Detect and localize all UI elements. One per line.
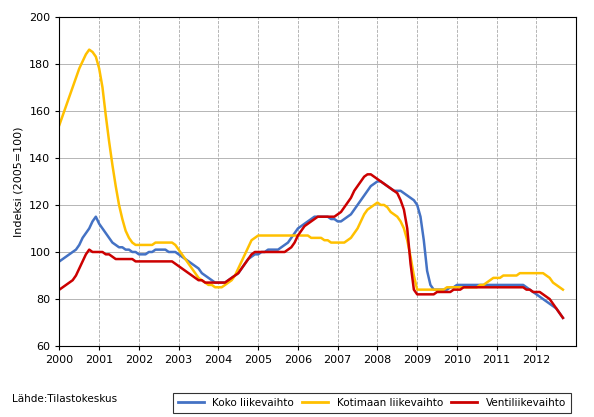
Ventiliikevaihto — [364, 172, 371, 177]
Kotimaan liikevaihto — [86, 47, 93, 52]
Line: Ventiliikevaihto: Ventiliikevaihto — [59, 174, 563, 318]
Kotimaan liikevaihto — [543, 273, 550, 278]
Koko liikevaihto — [56, 259, 63, 264]
Ventiliikevaihto — [413, 292, 421, 297]
Y-axis label: Indeksi (2005=100): Indeksi (2005=100) — [14, 126, 24, 236]
Koko liikevaihto — [374, 179, 381, 184]
Koko liikevaihto — [89, 219, 96, 224]
Koko liikevaihto — [122, 247, 129, 252]
Kotimaan liikevaihto — [480, 282, 487, 287]
Legend: Koko liikevaihto, Kotimaan liikevaihto, Ventiliikevaihto: Koko liikevaihto, Kotimaan liikevaihto, … — [172, 393, 571, 413]
Ventiliikevaihto — [89, 249, 96, 254]
Ventiliikevaihto — [556, 311, 563, 316]
Ventiliikevaihto — [476, 285, 484, 290]
Ventiliikevaihto — [278, 249, 285, 254]
Line: Kotimaan liikevaihto: Kotimaan liikevaihto — [59, 50, 563, 290]
Kotimaan liikevaihto — [560, 287, 567, 292]
Kotimaan liikevaihto — [281, 233, 288, 238]
Ventiliikevaihto — [560, 315, 567, 320]
Koko liikevaihto — [560, 315, 567, 320]
Ventiliikevaihto — [56, 287, 63, 292]
Kotimaan liikevaihto — [417, 287, 424, 292]
Line: Koko liikevaihto: Koko liikevaihto — [59, 181, 563, 318]
Koko liikevaihto — [413, 202, 421, 207]
Ventiliikevaihto — [122, 256, 129, 261]
Koko liikevaihto — [476, 282, 484, 287]
Kotimaan liikevaihto — [92, 54, 99, 59]
Text: Lähde:Tilastokeskus: Lähde:Tilastokeskus — [12, 394, 117, 404]
Kotimaan liikevaihto — [413, 287, 421, 292]
Kotimaan liikevaihto — [125, 235, 132, 240]
Koko liikevaihto — [556, 311, 563, 316]
Koko liikevaihto — [278, 245, 285, 250]
Kotimaan liikevaihto — [56, 123, 63, 128]
